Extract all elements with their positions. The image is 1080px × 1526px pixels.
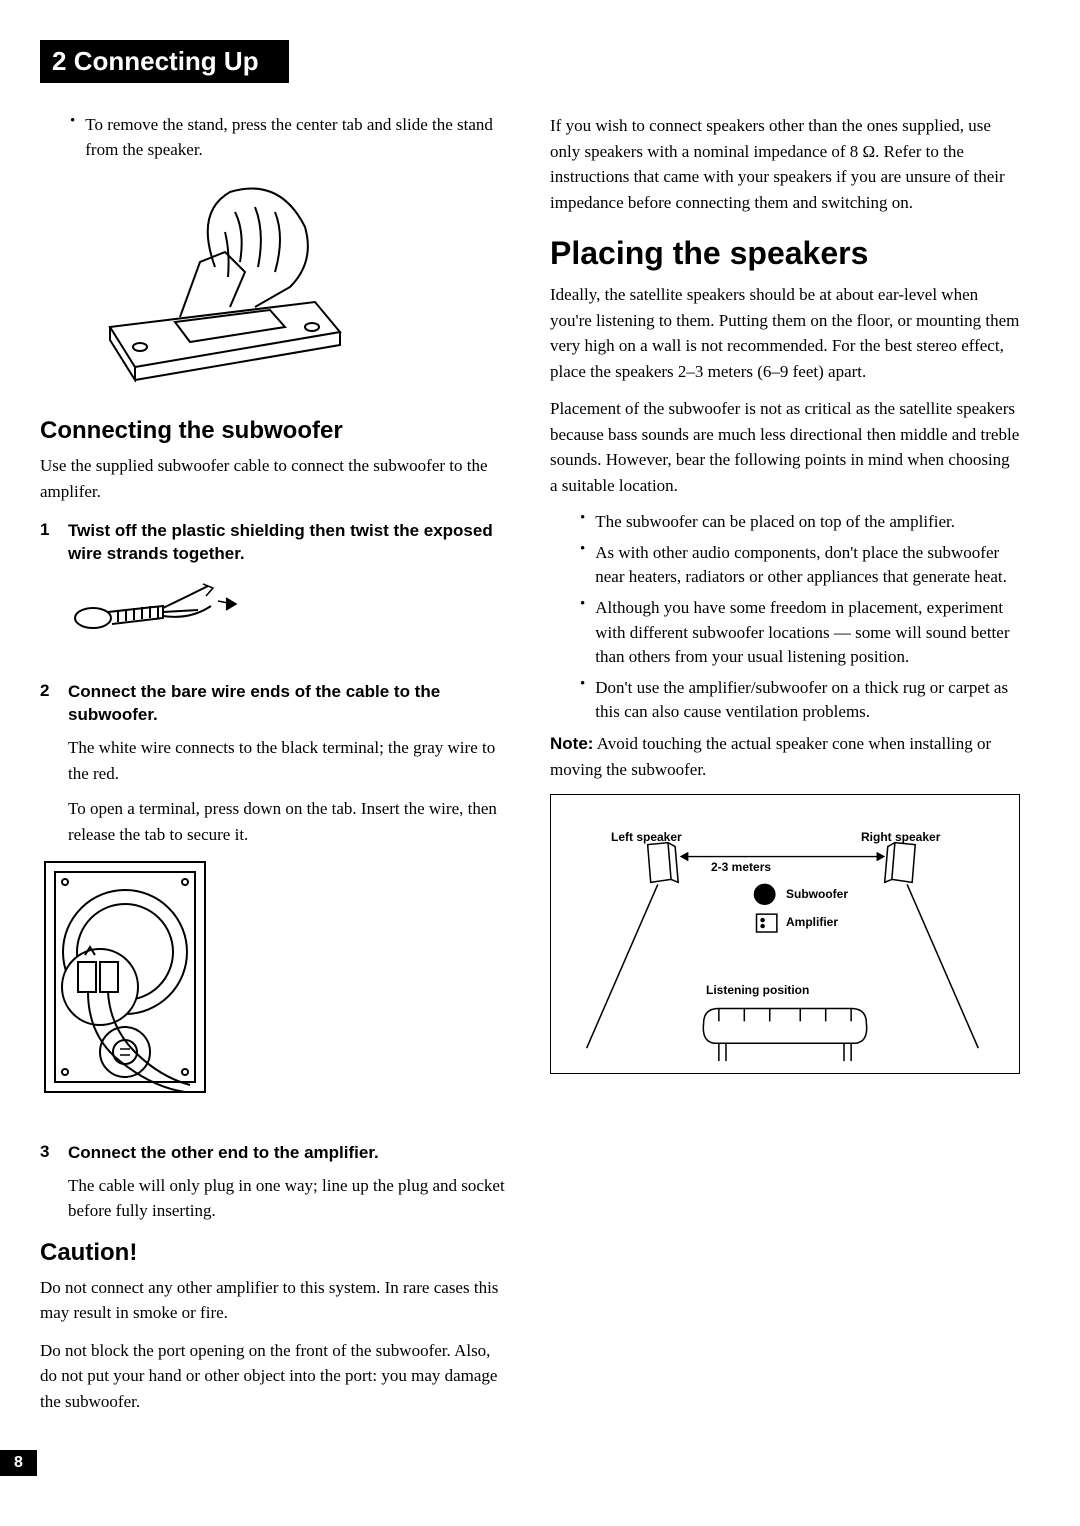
note-body: Avoid touching the actual speaker cone w… — [550, 734, 991, 779]
placement-bullet: • Don't use the amplifier/subwoofer on a… — [580, 676, 1020, 725]
chapter-title: Connecting Up — [74, 46, 259, 76]
label-subwoofer: Subwoofer — [786, 887, 848, 901]
step-number: 2 — [40, 681, 68, 727]
step-number: 1 — [40, 520, 68, 566]
illustration-subwoofer-terminal — [40, 857, 510, 1112]
label-right-speaker: Right speaker — [861, 830, 940, 844]
placement-bullet: • The subwoofer can be placed on top of … — [580, 510, 1020, 535]
bullet-text: Although you have some freedom in placem… — [595, 596, 1020, 670]
placement-bullet: • As with other audio components, don't … — [580, 541, 1020, 590]
heading-caution: Caution! — [40, 1239, 510, 1267]
heading-placing-speakers: Placing the speakers — [550, 235, 1020, 272]
step-body: To open a terminal, press down on the ta… — [68, 796, 510, 847]
caution-text: Do not block the port opening on the fro… — [40, 1338, 510, 1415]
right-column: If you wish to connect speakers other th… — [550, 113, 1020, 1426]
label-listening: Listening position — [706, 983, 809, 997]
illustration-stand-removal — [80, 172, 510, 387]
speaker-placement-diagram: Left speaker Right speaker 2-3 meters Su… — [550, 794, 1020, 1074]
step-1: 1 Twist off the plastic shielding then t… — [40, 520, 510, 566]
step-body: The white wire connects to the black ter… — [68, 735, 510, 786]
step-2: 2 Connect the bare wire ends of the cabl… — [40, 681, 510, 727]
step-title: Connect the bare wire ends of the cable … — [68, 681, 510, 727]
chapter-number: 2 — [52, 46, 66, 76]
illustration-twist-wire — [68, 576, 510, 651]
bullet-remove-stand: • To remove the stand, press the center … — [70, 113, 510, 162]
label-distance: 2-3 meters — [711, 860, 771, 874]
note-label: Note: — [550, 734, 593, 753]
caution-text: Do not connect any other amplifier to th… — [40, 1275, 510, 1326]
label-left-speaker: Left speaker — [611, 830, 682, 844]
page-number: 8 — [0, 1450, 37, 1476]
step-title: Twist off the plastic shielding then twi… — [68, 520, 510, 566]
bullet-icon: • — [580, 541, 585, 590]
placement-bullet: • Although you have some freedom in plac… — [580, 596, 1020, 670]
bullet-text: The subwoofer can be placed on top of th… — [595, 510, 955, 535]
step-number: 3 — [40, 1142, 68, 1165]
label-amplifier: Amplifier — [786, 915, 838, 929]
bullet-icon: • — [70, 113, 75, 162]
bullet-icon: • — [580, 510, 585, 535]
other-speakers-text: If you wish to connect speakers other th… — [550, 113, 1020, 215]
bullet-icon: • — [580, 596, 585, 670]
step-body: The cable will only plug in one way; lin… — [68, 1173, 510, 1224]
bullet-text: Don't use the amplifier/subwoofer on a t… — [595, 676, 1020, 725]
chapter-header: 2 Connecting Up — [40, 40, 289, 83]
bullet-icon: • — [580, 676, 585, 725]
heading-connecting-subwoofer: Connecting the subwoofer — [40, 417, 510, 445]
step-3: 3 Connect the other end to the amplifier… — [40, 1142, 510, 1165]
note-text: Note: Avoid touching the actual speaker … — [550, 731, 1020, 782]
placing-text: Placement of the subwoofer is not as cri… — [550, 396, 1020, 498]
bullet-text: To remove the stand, press the center ta… — [85, 113, 510, 162]
placing-text: Ideally, the satellite speakers should b… — [550, 282, 1020, 384]
bullet-text: As with other audio components, don't pl… — [595, 541, 1020, 590]
subwoofer-intro: Use the supplied subwoofer cable to conn… — [40, 453, 510, 504]
left-column: • To remove the stand, press the center … — [40, 113, 510, 1426]
step-title: Connect the other end to the amplifier. — [68, 1142, 379, 1165]
